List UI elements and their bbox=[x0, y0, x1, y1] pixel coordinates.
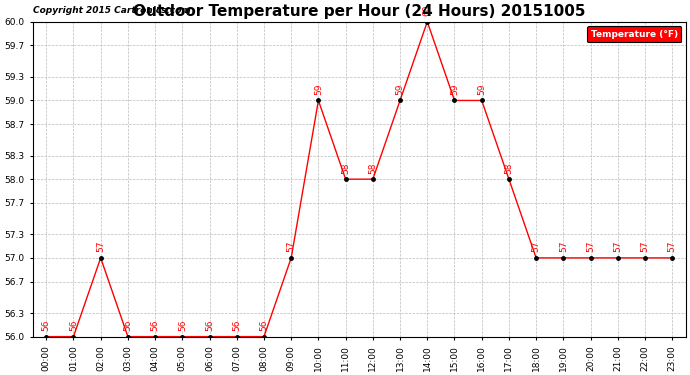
Text: 57: 57 bbox=[96, 241, 105, 252]
Text: 59: 59 bbox=[477, 83, 486, 95]
Text: 60: 60 bbox=[423, 4, 432, 16]
Text: 56: 56 bbox=[124, 320, 132, 331]
Text: 56: 56 bbox=[259, 320, 268, 331]
Text: 58: 58 bbox=[368, 162, 377, 174]
Text: Copyright 2015 Cartronics.com: Copyright 2015 Cartronics.com bbox=[32, 6, 190, 15]
Text: 59: 59 bbox=[450, 83, 459, 95]
Text: 59: 59 bbox=[314, 83, 323, 95]
Text: 59: 59 bbox=[395, 83, 404, 95]
Text: 58: 58 bbox=[341, 162, 350, 174]
Text: 56: 56 bbox=[205, 320, 214, 331]
Title: Outdoor Temperature per Hour (24 Hours) 20151005: Outdoor Temperature per Hour (24 Hours) … bbox=[133, 4, 586, 19]
Text: 57: 57 bbox=[586, 241, 595, 252]
Text: 57: 57 bbox=[640, 241, 649, 252]
Text: 56: 56 bbox=[41, 320, 51, 331]
Text: 57: 57 bbox=[286, 241, 296, 252]
Text: 56: 56 bbox=[69, 320, 78, 331]
Legend: Temperature (°F): Temperature (°F) bbox=[587, 26, 681, 42]
Text: 56: 56 bbox=[150, 320, 159, 331]
Text: 58: 58 bbox=[504, 162, 513, 174]
Text: 57: 57 bbox=[559, 241, 568, 252]
Text: 57: 57 bbox=[613, 241, 622, 252]
Text: 56: 56 bbox=[233, 320, 241, 331]
Text: 56: 56 bbox=[178, 320, 187, 331]
Text: 57: 57 bbox=[531, 241, 541, 252]
Text: 57: 57 bbox=[668, 241, 677, 252]
